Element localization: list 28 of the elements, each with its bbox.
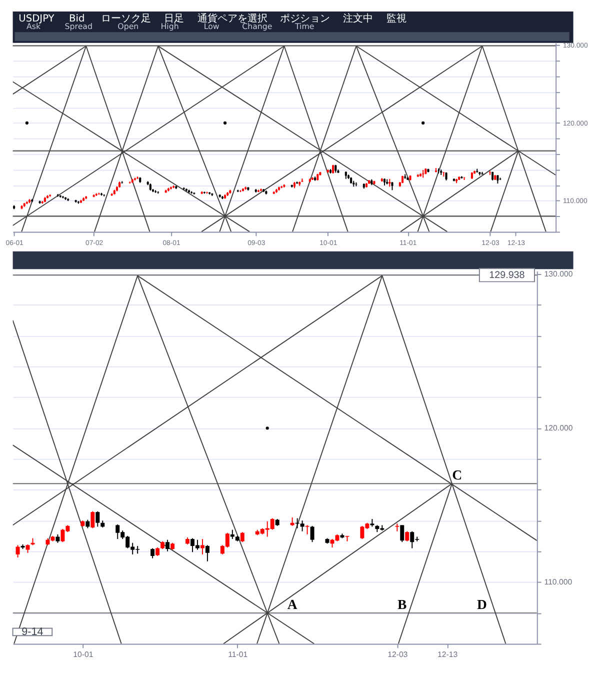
text: 注文中	[342, 12, 373, 24]
text: Bid	[69, 13, 85, 24]
y-tick-label: 130.000	[544, 270, 574, 279]
text: Time	[294, 22, 314, 32]
text: Spread	[64, 22, 92, 32]
text: Low	[204, 22, 220, 32]
y-tick-label: 110.000	[544, 578, 573, 587]
text: 日足	[164, 13, 184, 24]
text: High	[160, 22, 179, 32]
text: Change	[242, 22, 272, 32]
x-tick-label: 12-03	[388, 650, 408, 660]
y-tick-label: 120.000	[544, 424, 574, 433]
x-tick-label: 12-13	[437, 650, 458, 660]
annotation: B	[398, 597, 407, 612]
text: ポジション	[280, 13, 330, 24]
annotation: 9-14	[22, 626, 44, 638]
text: ローソク足	[101, 13, 152, 24]
text: Open	[118, 22, 139, 32]
annotation: C	[452, 468, 462, 483]
x-tick-label: 11-01	[228, 650, 248, 660]
x-tick-label: 10-01	[73, 650, 94, 660]
annotation: 129.938	[489, 270, 526, 282]
text: Ask	[26, 22, 42, 32]
text: 通貨ペアを選択	[197, 12, 268, 24]
annotation: A	[287, 597, 298, 612]
text: USDJPY	[18, 13, 56, 24]
annotation: D	[477, 597, 488, 612]
text: 監視	[386, 12, 406, 24]
